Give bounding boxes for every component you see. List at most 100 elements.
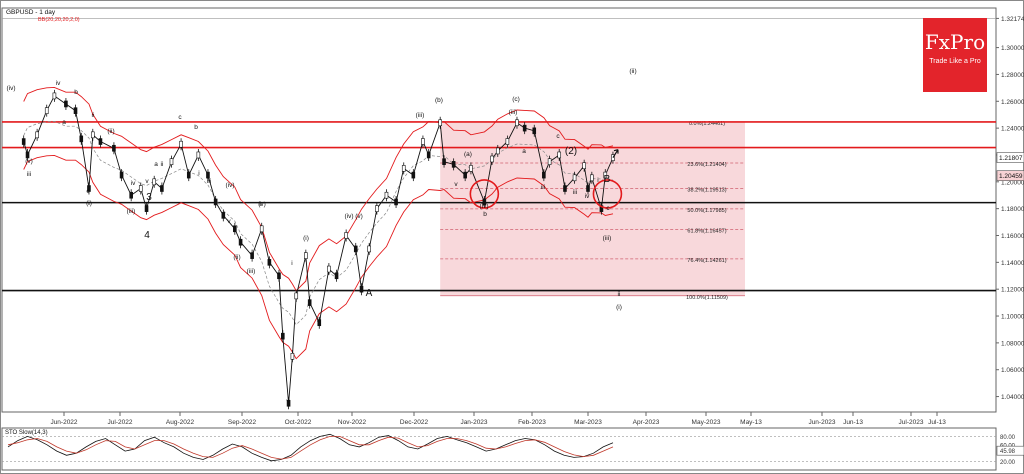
fib-level-label: 0.0%(1.24461) [689, 121, 725, 127]
price-tag-box [996, 152, 1024, 163]
candle-body [196, 151, 201, 159]
wave-label: ii [618, 291, 621, 298]
wave-label: (ii) [629, 68, 636, 75]
wave-label: (iv) [344, 213, 353, 220]
x-tick-label: May-2023 [692, 419, 721, 426]
candle-body [515, 119, 519, 127]
candle-body [401, 165, 406, 172]
wave-label: (iii) [127, 208, 136, 215]
oscillator-tick-label: 80.00 [1000, 435, 1016, 441]
wave-label: (i) [616, 304, 622, 311]
x-tick-label: Sep-2022 [228, 419, 257, 426]
candle-body [438, 119, 443, 127]
candle-body [426, 151, 431, 159]
price-tag-label: 1.21807 [999, 155, 1023, 162]
y-tick-label: 1.18000 [1001, 206, 1024, 213]
wave-label: (iii) [603, 235, 612, 242]
x-tick-label: Jul-13 [928, 419, 946, 426]
x-tick-label: Aug-2022 [166, 419, 195, 426]
fib-level-label: 100.0%(1.11509) [686, 295, 728, 301]
wave-label: (i) [303, 235, 309, 242]
candle-body [532, 127, 537, 135]
wave-label: 3 [146, 192, 152, 203]
candle-body [469, 165, 473, 172]
wave-label: (ii) [233, 254, 240, 261]
candle-body [563, 185, 567, 192]
wave-label: b [194, 124, 198, 131]
candle-body [421, 138, 425, 145]
y-tick-label: 1.12000 [1001, 287, 1024, 294]
bollinger-middle-band [23, 121, 614, 326]
candle-body [64, 100, 68, 108]
wave-label: (iii) [416, 112, 425, 119]
candle-body [353, 245, 358, 253]
wave-label: (b) [435, 97, 443, 104]
bollinger-upper-band [23, 86, 614, 292]
wave-label: c [556, 133, 560, 140]
x-tick-label: Jul-2023 [899, 419, 924, 426]
projection-arrow [612, 149, 619, 158]
x-tick-label: Jun-2022 [50, 419, 77, 426]
candle-body [547, 158, 552, 165]
candle-body [557, 151, 562, 159]
candle-body [259, 225, 264, 233]
fib-level-label: 61.8%(1.16457) [687, 228, 726, 234]
candle-body [290, 352, 295, 360]
wave-label: (iv) [225, 182, 234, 189]
wave-label: c [86, 188, 90, 195]
y-tick-label: 1.04000 [1001, 394, 1024, 401]
wave-label: a [154, 161, 158, 168]
wave-label: (iv) [6, 85, 15, 92]
oscillator-frame [1, 427, 997, 471]
wave-label: iv [56, 80, 61, 87]
price-tag-label: 1.20459 [999, 173, 1023, 180]
wave-label: (a) [464, 151, 472, 158]
price-tag-box [996, 170, 1024, 181]
stochastic-d-line [7, 436, 614, 460]
candle-body [144, 205, 149, 212]
oscillator-value-box [996, 445, 1024, 456]
candle-body [250, 252, 254, 259]
wave-label: 4 [144, 230, 150, 241]
x-tick-label: Jun-2023 [808, 419, 835, 426]
logo-brand: FxPro [924, 30, 986, 54]
candle-body [112, 144, 116, 152]
candle-body [482, 198, 487, 206]
candle-body [304, 252, 308, 259]
candle-body [384, 191, 389, 199]
wave-label: (2) [565, 146, 577, 157]
candle-body [451, 161, 456, 168]
candle-body [160, 185, 164, 192]
wave-label: (v) [355, 213, 363, 220]
candle-body [119, 171, 124, 179]
wave-label: a [62, 119, 66, 126]
candle-body [233, 225, 237, 233]
wave-label: i [198, 170, 199, 177]
wave-label: v [145, 178, 149, 185]
wave-label: (iii) [509, 109, 518, 116]
candle-body [394, 198, 398, 206]
wave-label: (v) [25, 158, 33, 165]
wave-label: (i) [86, 200, 92, 207]
candle-body [327, 265, 331, 273]
candle-body [221, 212, 226, 219]
candle-body [52, 92, 57, 100]
wave-label: (iv) [479, 203, 488, 210]
candle-body [73, 107, 78, 114]
candle-body [277, 272, 281, 280]
candle-body [603, 171, 608, 179]
candle-body [169, 158, 174, 165]
candle-body [590, 174, 594, 182]
fxpro-logo: FxPro Trade Like a Pro [923, 18, 987, 92]
y-tick-label: 1.28000 [1001, 72, 1024, 79]
wave-label: v [454, 181, 458, 188]
y-tick-label: 1.32174 [1001, 16, 1024, 23]
wave-label: iv [131, 180, 136, 187]
x-tick-label: Dec-2022 [400, 419, 429, 426]
oscillator-tick-label: 20.00 [1000, 460, 1016, 466]
candle-body [411, 171, 416, 179]
fib-level-label: 76.4%(1.14261) [687, 258, 726, 264]
x-tick-label: May-13 [740, 419, 762, 426]
x-tick-label: Nov-2022 [338, 419, 367, 426]
